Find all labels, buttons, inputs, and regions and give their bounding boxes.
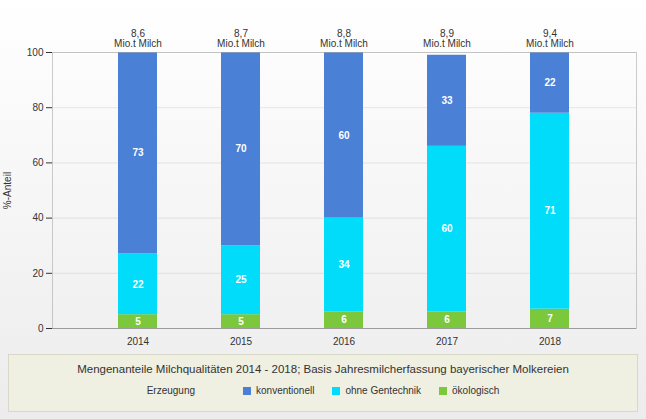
html-text:ohne Gentechnik: ohne Gentechnik xyxy=(345,385,421,396)
svg-text:22: 22 xyxy=(132,279,144,290)
svg-text:60: 60 xyxy=(441,223,453,234)
svg-text:34: 34 xyxy=(338,259,350,270)
svg-text:2014: 2014 xyxy=(127,336,150,347)
svg-text:8,9Mio.t Milch: 8,9Mio.t Milch xyxy=(423,28,471,49)
html-text:Erzeugung: Erzeugung xyxy=(146,385,195,396)
svg-text:8,7Mio.t Milch: 8,7Mio.t Milch xyxy=(217,28,265,49)
svg-text:70: 70 xyxy=(235,143,247,154)
svg-text:71: 71 xyxy=(544,205,556,216)
svg-text:5: 5 xyxy=(135,316,141,327)
svg-text:9,4Mio.t Milch: 9,4Mio.t Milch xyxy=(526,28,574,49)
html-text:konventionell: konventionell xyxy=(256,385,315,396)
svg-text:8,6Mio.t Milch: 8,6Mio.t Milch xyxy=(114,28,162,49)
svg-text:2017: 2017 xyxy=(436,336,459,347)
svg-text:8,8Mio.t Milch: 8,8Mio.t Milch xyxy=(320,28,368,49)
svg-text:2016: 2016 xyxy=(333,336,356,347)
svg-text:0: 0 xyxy=(38,323,44,334)
html-text:ökologisch: ökologisch xyxy=(452,385,500,396)
svg-text:6: 6 xyxy=(444,314,450,325)
html-text:Mengenanteile Milchqualitäten: Mengenanteile Milchqualitäten 2014 - 201… xyxy=(77,363,569,375)
svg-text:%-Anteil: %-Anteil xyxy=(2,172,13,209)
svg-text:22: 22 xyxy=(544,77,556,88)
svg-text:2018: 2018 xyxy=(539,336,562,347)
svg-text:33: 33 xyxy=(441,95,453,106)
svg-text:25: 25 xyxy=(235,274,247,285)
svg-text:73: 73 xyxy=(132,147,144,158)
svg-text:40: 40 xyxy=(32,212,44,223)
svg-text:100: 100 xyxy=(27,47,44,58)
svg-text:80: 80 xyxy=(32,102,44,113)
svg-text:60: 60 xyxy=(32,157,44,168)
svg-text:6: 6 xyxy=(341,314,347,325)
svg-text:7: 7 xyxy=(547,313,553,324)
svg-text:2015: 2015 xyxy=(230,336,253,347)
svg-text:20: 20 xyxy=(32,268,44,279)
svg-text:60: 60 xyxy=(338,130,350,141)
svg-text:5: 5 xyxy=(238,316,244,327)
